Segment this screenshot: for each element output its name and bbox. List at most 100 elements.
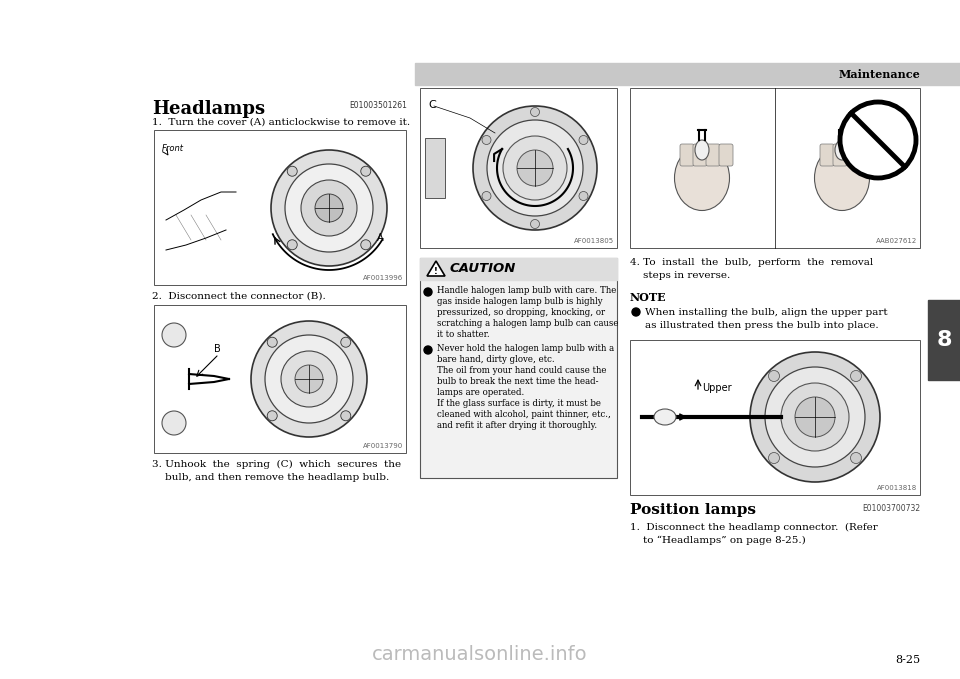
Text: 1.  Disconnect the headlamp connector.  (Refer: 1. Disconnect the headlamp connector. (R… <box>630 523 877 532</box>
Circle shape <box>531 219 540 229</box>
Circle shape <box>781 383 849 451</box>
Circle shape <box>162 411 186 435</box>
Circle shape <box>267 411 277 421</box>
Circle shape <box>769 452 780 464</box>
Circle shape <box>361 240 371 250</box>
Circle shape <box>424 288 432 296</box>
Bar <box>630 340 920 495</box>
Circle shape <box>341 411 350 421</box>
Text: AF0013805: AF0013805 <box>574 238 614 244</box>
Text: Upper: Upper <box>702 383 732 393</box>
Text: and refit it after drying it thoroughly.: and refit it after drying it thoroughly. <box>437 421 597 430</box>
Text: Headlamps: Headlamps <box>152 100 265 118</box>
Circle shape <box>361 166 371 177</box>
Bar <box>420 258 617 478</box>
Text: steps in reverse.: steps in reverse. <box>630 271 731 280</box>
FancyBboxPatch shape <box>833 144 847 166</box>
FancyBboxPatch shape <box>846 144 860 166</box>
Text: AF0013818: AF0013818 <box>876 485 917 491</box>
Bar <box>420 88 617 248</box>
Text: 3. Unhook  the  spring  (C)  which  secures  the: 3. Unhook the spring (C) which secures t… <box>152 460 401 469</box>
FancyBboxPatch shape <box>719 144 733 166</box>
Circle shape <box>750 352 880 482</box>
Polygon shape <box>427 261 445 276</box>
Circle shape <box>265 335 353 423</box>
Bar <box>154 305 406 453</box>
Text: 8-25: 8-25 <box>895 655 920 665</box>
Text: carmanualsonline.info: carmanualsonline.info <box>372 646 588 665</box>
Circle shape <box>301 180 357 236</box>
Circle shape <box>487 120 583 216</box>
Bar <box>630 88 920 248</box>
Text: NOTE: NOTE <box>630 292 666 303</box>
FancyBboxPatch shape <box>680 144 694 166</box>
Text: as illustrated then press the bulb into place.: as illustrated then press the bulb into … <box>645 321 878 330</box>
Text: Front: Front <box>162 144 184 153</box>
Text: lamps are operated.: lamps are operated. <box>437 388 524 397</box>
Text: AF0013790: AF0013790 <box>363 443 403 449</box>
Text: it to shatter.: it to shatter. <box>437 330 490 339</box>
Circle shape <box>765 367 865 467</box>
Circle shape <box>851 452 861 464</box>
Text: When installing the bulb, align the upper part: When installing the bulb, align the uppe… <box>645 308 888 317</box>
Text: E01003501261: E01003501261 <box>349 101 407 110</box>
Circle shape <box>341 337 350 347</box>
Circle shape <box>271 150 387 266</box>
Circle shape <box>531 107 540 117</box>
Text: pressurized, so dropping, knocking, or: pressurized, so dropping, knocking, or <box>437 308 605 317</box>
Circle shape <box>795 397 835 437</box>
Text: !: ! <box>434 266 438 276</box>
Circle shape <box>769 371 780 382</box>
Text: The oil from your hand could cause the: The oil from your hand could cause the <box>437 366 607 375</box>
Text: 4. To  install  the  bulb,  perform  the  removal: 4. To install the bulb, perform the remo… <box>630 258 874 267</box>
Circle shape <box>503 136 567 200</box>
Text: bare hand, dirty glove, etc.: bare hand, dirty glove, etc. <box>437 355 555 364</box>
Text: A: A <box>377 233 384 243</box>
Circle shape <box>285 164 373 252</box>
Text: C: C <box>428 100 436 110</box>
Text: E01003700732: E01003700732 <box>862 504 920 513</box>
Circle shape <box>473 106 597 230</box>
Text: AAB027612: AAB027612 <box>876 238 917 244</box>
Circle shape <box>579 136 588 145</box>
Text: bulb to break the next time the head-: bulb to break the next time the head- <box>437 377 598 386</box>
Circle shape <box>267 337 277 347</box>
Circle shape <box>287 166 298 177</box>
Bar <box>420 258 617 280</box>
Circle shape <box>840 102 916 178</box>
Circle shape <box>281 351 337 407</box>
Bar <box>928 300 960 380</box>
FancyBboxPatch shape <box>706 144 720 166</box>
Text: Position lamps: Position lamps <box>630 503 756 517</box>
Text: 8: 8 <box>936 330 951 350</box>
Text: Maintenance: Maintenance <box>838 69 920 79</box>
Circle shape <box>162 323 186 347</box>
Circle shape <box>632 308 640 316</box>
Circle shape <box>315 194 343 222</box>
Ellipse shape <box>814 145 870 210</box>
Circle shape <box>517 150 553 186</box>
Circle shape <box>482 136 491 145</box>
Ellipse shape <box>675 145 730 210</box>
Text: 1.  Turn the cover (A) anticlockwise to remove it.: 1. Turn the cover (A) anticlockwise to r… <box>152 118 410 127</box>
Circle shape <box>482 191 491 200</box>
Text: scratching a halogen lamp bulb can cause: scratching a halogen lamp bulb can cause <box>437 319 618 328</box>
Text: to “Headlamps” on page 8-25.): to “Headlamps” on page 8-25.) <box>630 536 805 545</box>
Circle shape <box>287 240 298 250</box>
Circle shape <box>424 346 432 354</box>
FancyBboxPatch shape <box>820 144 834 166</box>
Text: bulb, and then remove the headlamp bulb.: bulb, and then remove the headlamp bulb. <box>152 473 389 482</box>
FancyBboxPatch shape <box>693 144 707 166</box>
Text: cleaned with alcohol, paint thinner, etc.,: cleaned with alcohol, paint thinner, etc… <box>437 410 611 419</box>
Text: Handle halogen lamp bulb with care. The: Handle halogen lamp bulb with care. The <box>437 286 616 295</box>
Circle shape <box>579 191 588 200</box>
Circle shape <box>851 371 861 382</box>
Circle shape <box>295 365 323 393</box>
Text: Never hold the halogen lamp bulb with a: Never hold the halogen lamp bulb with a <box>437 344 614 353</box>
Text: AF0013996: AF0013996 <box>363 275 403 281</box>
Bar <box>154 130 406 285</box>
Ellipse shape <box>654 409 676 425</box>
Bar <box>415 63 960 85</box>
Bar <box>425 138 445 198</box>
Text: 2.  Disconnect the connector (B).: 2. Disconnect the connector (B). <box>152 292 325 301</box>
